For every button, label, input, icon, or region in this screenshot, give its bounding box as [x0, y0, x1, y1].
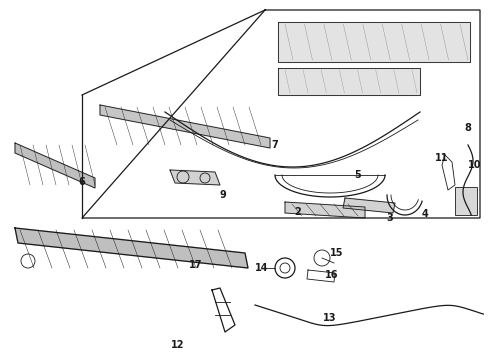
Text: 9: 9 — [220, 190, 226, 200]
Text: 6: 6 — [78, 177, 85, 187]
Text: 12: 12 — [171, 340, 185, 350]
Text: 17: 17 — [189, 260, 203, 270]
Text: 5: 5 — [355, 170, 362, 180]
Text: 14: 14 — [255, 263, 269, 273]
Polygon shape — [15, 143, 95, 188]
Text: 2: 2 — [294, 207, 301, 217]
Polygon shape — [100, 105, 270, 148]
Polygon shape — [170, 170, 220, 185]
Text: 13: 13 — [323, 313, 337, 323]
Polygon shape — [285, 202, 365, 218]
Text: 3: 3 — [387, 213, 393, 223]
Polygon shape — [278, 68, 420, 95]
Polygon shape — [278, 22, 470, 62]
Text: 4: 4 — [421, 209, 428, 219]
Text: 8: 8 — [465, 123, 471, 133]
Bar — [455, 187, 477, 215]
Text: 10: 10 — [468, 160, 482, 170]
Text: 7: 7 — [271, 140, 278, 150]
Polygon shape — [343, 198, 395, 213]
Text: 15: 15 — [330, 248, 344, 258]
Text: 11: 11 — [435, 153, 449, 163]
Polygon shape — [15, 228, 248, 268]
Text: 16: 16 — [325, 270, 339, 280]
